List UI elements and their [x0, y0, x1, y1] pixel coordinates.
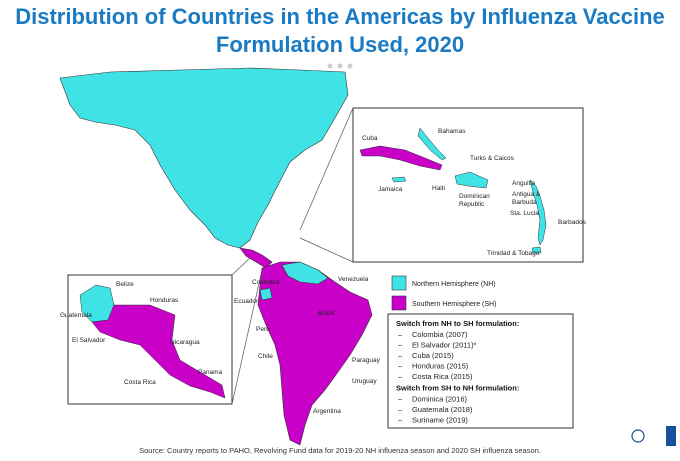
country-label: Antigua & Barbuda [512, 191, 541, 206]
bullet-dash: – [398, 330, 403, 339]
map [59, 67, 373, 446]
switch-item: Costa Rica (2015) [412, 372, 473, 381]
country-label: Panama [198, 369, 223, 376]
source-note: Source: Country reports to PAHO, Revolvi… [139, 446, 541, 455]
bullet-dash: – [398, 372, 403, 381]
switch-box [387, 313, 574, 429]
switch-item: Colombia (2007) [412, 330, 468, 339]
country-label: Sta. Lucia [510, 210, 539, 217]
legend: Northern Hemisphere (NH) Southern Hemisph… [391, 275, 496, 311]
country-label: Argentina [313, 408, 341, 415]
cuba [359, 145, 443, 171]
country-label: Cuba [362, 135, 378, 142]
lesser-antilles [529, 179, 547, 246]
caribbean-map [359, 127, 547, 254]
map-labels: Cuba Bahamas Turks & Caicos Jamaica Haiti Dom… [60, 128, 587, 415]
country-label: Anguilla [512, 180, 536, 187]
legend-label: Southern Hemisphere (SH) [412, 301, 496, 308]
central-america [239, 247, 273, 269]
country-label: Dominican Republic [459, 193, 490, 208]
switch-heading: Switch from NH to SH formulation: [396, 319, 519, 328]
central-america-sh [91, 304, 226, 399]
switch-item: Dominica (2016) [412, 395, 468, 404]
country-label: Turks & Caicos [470, 155, 515, 162]
country-label: Colombia [252, 279, 280, 286]
country-label: Jamaica [378, 186, 403, 193]
jamaica [391, 176, 407, 183]
country-label: Uruguay [352, 378, 377, 385]
bahamas [417, 127, 447, 161]
bullet-dash: – [398, 351, 403, 360]
switch-heading: Switch from SH to NH formulation: [396, 384, 519, 393]
pager-dots [327, 63, 353, 69]
ecuador [259, 287, 273, 301]
hispaniola [454, 171, 489, 189]
bullet-dash: – [398, 416, 403, 425]
country-label: Chile [258, 353, 273, 360]
country-label: Honduras [150, 297, 179, 304]
country-label: Guatemala [60, 312, 92, 319]
country-label: Peru [256, 326, 270, 333]
bullet-dash: – [398, 395, 403, 404]
bullet-dash: – [398, 341, 403, 350]
title-line-2: Formulation Used, 2020 [216, 32, 464, 57]
country-label: El Salvador [72, 337, 106, 344]
connector-lines [231, 107, 354, 405]
switch-item: Suriname (2019) [412, 416, 468, 425]
trinidad [531, 246, 542, 254]
switch-item: Guatemala (2018) [412, 405, 473, 414]
legend-label: Northern Hemisphere (NH) [412, 281, 496, 288]
legend-swatch [391, 295, 407, 311]
north-america [59, 67, 349, 249]
country-label: Barbados [558, 219, 587, 226]
country-label: Nicaragua [170, 339, 200, 346]
legend-swatch [391, 275, 407, 291]
switch-item: El Salvador (2011)* [412, 341, 477, 350]
country-label: Costa Rica [124, 379, 156, 386]
country-label: Venezuela [338, 276, 369, 283]
central-america-map [79, 284, 226, 399]
country-label: Belize [116, 281, 134, 288]
switch-list: Switch from NH to SH formulation:– Colomb… [396, 319, 519, 425]
country-label: Bahamas [438, 128, 466, 135]
title-line-1: Distribution of Countries in the America… [15, 4, 665, 29]
south-america [257, 261, 373, 446]
country-label: Haiti [432, 185, 445, 192]
switch-item: Honduras (2015) [412, 362, 469, 371]
country-label: Brazil [318, 310, 335, 317]
bullet-dash: – [398, 362, 403, 371]
bullet-dash: – [398, 405, 403, 414]
country-label: Trinidad & Tobago [487, 250, 540, 257]
switch-item: Cuba (2015) [412, 351, 454, 360]
venezuela-guianas [281, 261, 329, 285]
country-label: Ecuador [234, 298, 259, 305]
country-label: Paraguay [352, 357, 381, 364]
logo [631, 426, 676, 446]
